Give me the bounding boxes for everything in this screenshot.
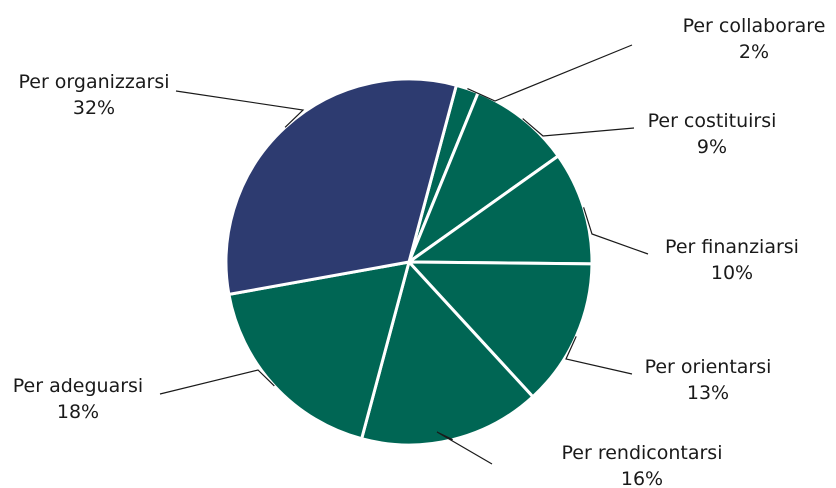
pie-slice-per-costituirsi bbox=[407, 91, 560, 264]
leader-line bbox=[565, 336, 633, 375]
slice-category-label: Per orientarsi bbox=[645, 356, 772, 378]
slice-category-label: Per adeguarsi bbox=[13, 375, 143, 397]
slice-category-label: Per organizzarsi bbox=[18, 71, 169, 93]
slice-value-label: 2% bbox=[739, 41, 769, 63]
slice-category-label: Per rendicontarsi bbox=[562, 442, 723, 464]
leader-line bbox=[175, 90, 305, 128]
leader-line bbox=[467, 44, 633, 102]
pie-slice-per-finanziarsi bbox=[407, 154, 594, 266]
slice-value-label: 16% bbox=[621, 468, 663, 488]
slice-value-label: 13% bbox=[687, 382, 729, 404]
slice-value-label: 9% bbox=[697, 136, 727, 158]
slice-value-label: 10% bbox=[711, 262, 753, 284]
leader-line bbox=[583, 207, 649, 255]
leader-line bbox=[159, 369, 275, 395]
leader-lines bbox=[159, 44, 649, 465]
slice-value-label: 32% bbox=[73, 97, 115, 119]
slice-category-label: Per collaborare bbox=[683, 15, 826, 37]
pie-slices bbox=[224, 77, 594, 447]
leader-line bbox=[436, 431, 493, 465]
slice-labels: Per collaborare 2% Per costituirsi 9% Per fi… bbox=[13, 15, 826, 488]
slice-category-label: Per finanziarsi bbox=[665, 236, 799, 258]
slice-category-label: Per costituirsi bbox=[648, 110, 777, 132]
slice-value-label: 18% bbox=[57, 401, 99, 423]
leader-line bbox=[522, 118, 635, 137]
